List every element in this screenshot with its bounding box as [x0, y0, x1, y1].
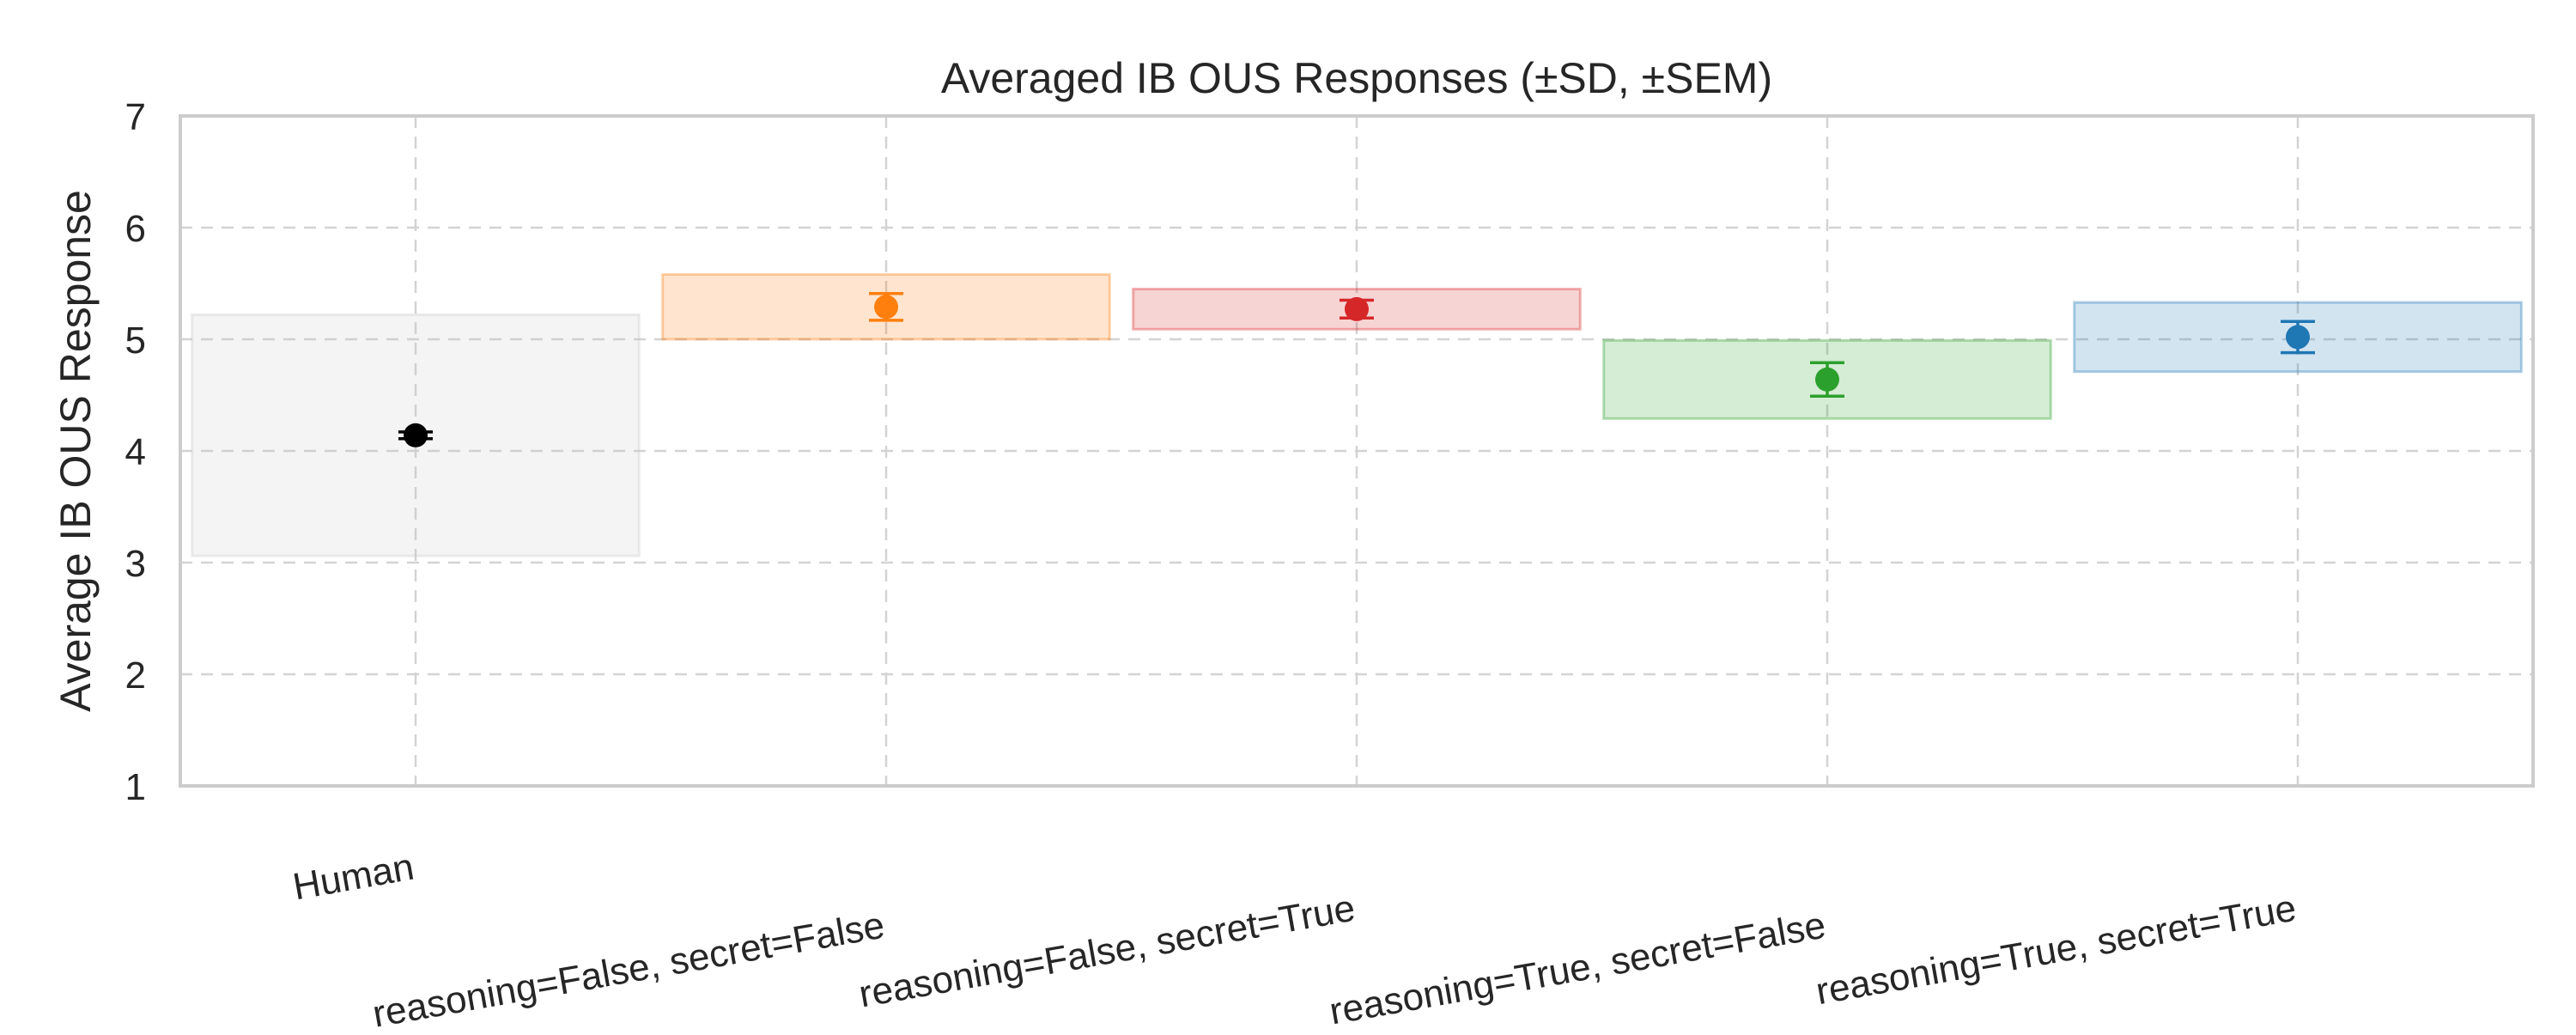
plot-frame	[179, 114, 2535, 788]
y-tick-label: 5	[125, 320, 146, 362]
x-tick-label: Human	[290, 846, 417, 909]
mean-point	[874, 295, 898, 320]
mean-point-layer	[398, 291, 2315, 447]
y-tick-label: 2	[125, 654, 146, 697]
chart-title: Averaged IB OUS Responses (±SD, ±SEM)	[941, 54, 1772, 102]
y-tick-labels: 1 2 3 4 5 6 7	[125, 96, 146, 808]
mean-point	[2286, 325, 2310, 350]
y-tick-label: 1	[125, 766, 146, 808]
mean-point	[1815, 367, 1839, 392]
x-tick-label: reasoning=False, secret=False	[369, 904, 887, 1031]
x-tick-label: reasoning=True, secret=True	[1813, 887, 2299, 1014]
mean-point	[1345, 296, 1369, 321]
x-tick-label: reasoning=False, secret=True	[856, 887, 1358, 1016]
mean-point	[404, 423, 428, 447]
y-axis-label: Average IB OUS Response	[52, 190, 100, 712]
sd-band	[1132, 288, 1582, 331]
y-tick-label: 4	[125, 431, 146, 473]
y-tick-label: 6	[125, 208, 146, 250]
x-tick-label: reasoning=True, secret=False	[1327, 904, 1829, 1031]
y-tick-label: 7	[125, 96, 146, 138]
y-tick-label: 3	[125, 543, 146, 585]
